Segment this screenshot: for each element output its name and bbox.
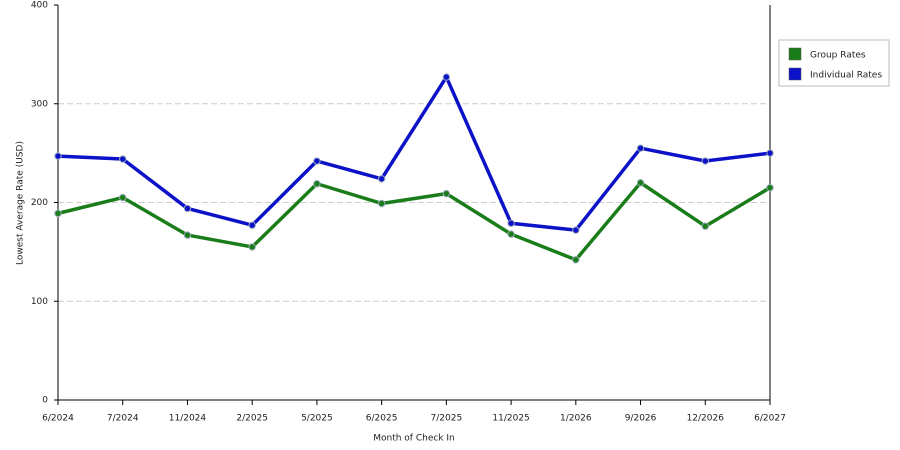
point — [119, 193, 127, 202]
point — [572, 256, 580, 264]
legend-label: Individual Rates — [810, 71, 882, 81]
point — [766, 183, 774, 192]
y-tick-label: 400 — [31, 1, 48, 11]
point — [54, 209, 62, 218]
x-tick-label: 6/2025 — [366, 414, 398, 424]
y-tick-label: 0 — [42, 396, 48, 406]
x-tick-label: 6/2024 — [42, 414, 74, 424]
y-tick-label: 200 — [31, 198, 48, 208]
x-tick-label: 11/2025 — [492, 414, 529, 424]
point — [54, 152, 62, 160]
x-tick-label: 12/2026 — [687, 414, 725, 424]
legend-swatch — [788, 67, 802, 81]
point — [183, 231, 192, 239]
series-line — [57, 75, 771, 232]
point — [636, 179, 645, 187]
x-tick-label: 1/2026 — [560, 414, 592, 424]
point — [313, 157, 321, 165]
point — [248, 221, 256, 229]
x-tick-label: 9/2026 — [625, 414, 657, 424]
x-tick-label: 7/2024 — [107, 414, 139, 424]
legend-label: Group Rates — [810, 51, 866, 61]
x-tick-label: 2/2025 — [236, 414, 268, 424]
point — [377, 175, 386, 183]
point — [442, 73, 451, 81]
y-tick-label: 300 — [31, 99, 48, 109]
y-axis-label: Lowest Average Rate (USD) — [16, 141, 26, 265]
point — [636, 144, 645, 152]
point — [507, 230, 515, 238]
x-tick-label: 6/2027 — [754, 414, 786, 424]
point — [183, 204, 192, 213]
point — [313, 180, 321, 188]
point — [442, 189, 451, 198]
point — [572, 226, 580, 234]
x-tick-label: 5/2025 — [301, 414, 333, 424]
series-line — [57, 181, 771, 262]
x-axis-label: Month of Check In — [373, 434, 455, 444]
point — [248, 243, 256, 251]
point — [766, 149, 774, 157]
y-tick-label: 100 — [31, 297, 48, 307]
legend-swatch — [788, 47, 802, 61]
point — [119, 155, 127, 163]
x-tick-label: 7/2025 — [431, 414, 463, 424]
point — [507, 219, 515, 227]
point — [377, 199, 386, 208]
point — [701, 157, 709, 165]
point — [701, 222, 709, 230]
x-tick-label: 11/2024 — [169, 414, 207, 424]
